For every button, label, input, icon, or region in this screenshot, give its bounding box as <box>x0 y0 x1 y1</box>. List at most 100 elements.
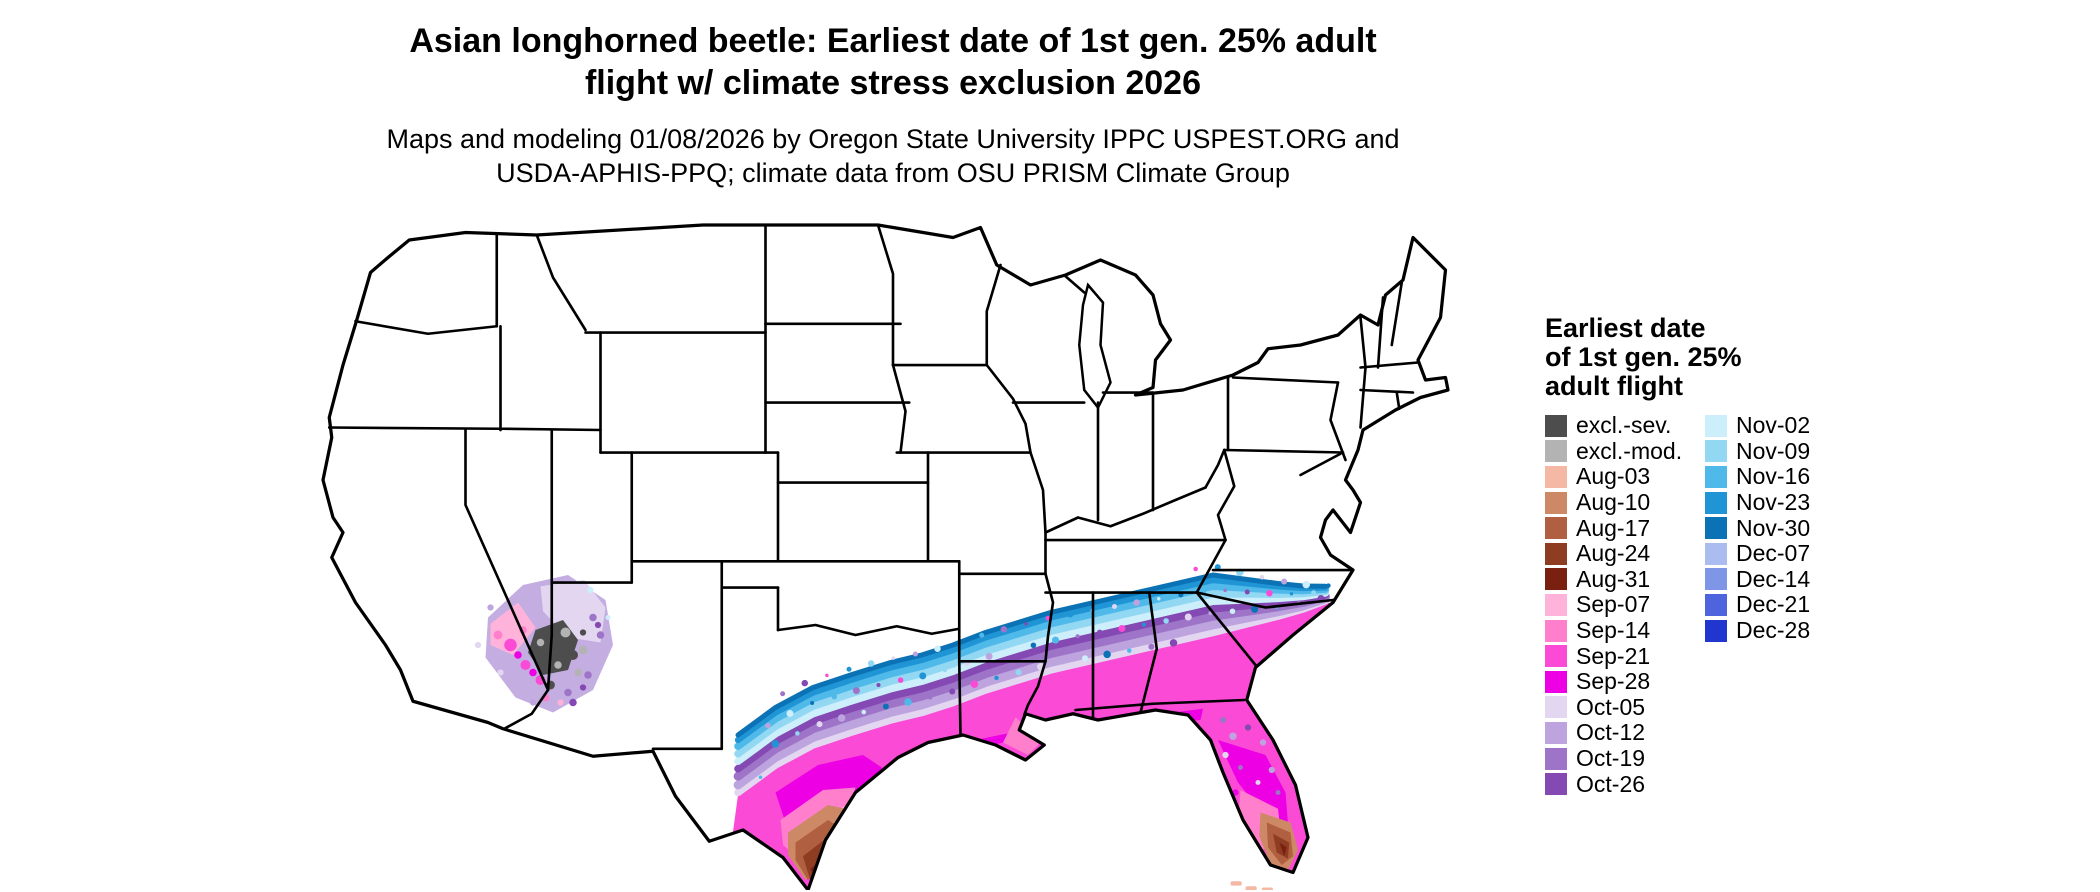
legend-column-1: excl.-sev. excl.-mod. Aug-03 Aug-10 Aug-17 Au… <box>1545 412 1705 797</box>
legend-swatch-Aug-31 <box>1545 568 1567 591</box>
az-pink <box>490 602 536 655</box>
conus-landmass <box>323 225 1448 890</box>
legend-label: Sep-07 <box>1576 591 1651 618</box>
legend-swatch-excl.-sev. <box>1545 414 1567 437</box>
legend-swatch-Nov-30 <box>1705 517 1727 540</box>
legend-swatch-Sep-21 <box>1545 645 1567 668</box>
legend-label: Nov-16 <box>1736 463 1811 490</box>
legend-row: Oct-26 <box>1545 771 1705 797</box>
legend-row: Nov-02 <box>1705 412 1865 439</box>
legend-label: excl.-sev. <box>1576 412 1672 439</box>
legend-swatch-Aug-10 <box>1545 491 1567 514</box>
legend-row: excl.-sev. <box>1545 412 1705 439</box>
legend-row: Sep-28 <box>1545 668 1705 695</box>
legend-label: Oct-12 <box>1576 719 1646 746</box>
legend-label: Dec-07 <box>1736 540 1811 567</box>
legend-swatch-Dec-07 <box>1705 542 1727 565</box>
legend-swatch-excl.-mod. <box>1545 440 1567 463</box>
legend-row: Sep-14 <box>1545 617 1705 644</box>
legend-row: Oct-05 <box>1545 693 1705 721</box>
arizona-cluster <box>474 575 613 713</box>
legend-row: excl.-mod. <box>1545 437 1705 465</box>
subtitle-line-1: Maps and modeling 01/08/2026 by Oregon S… <box>386 124 1400 154</box>
legend-label: Sep-21 <box>1576 642 1651 669</box>
legend-swatch-Nov-16 <box>1705 465 1727 488</box>
band-Nov-09 <box>734 587 1330 758</box>
legend-row: Nov-16 <box>1705 463 1865 490</box>
state-borders <box>327 223 1420 751</box>
legend-row: Aug-17 <box>1545 515 1705 541</box>
legend-swatch-Sep-28 <box>1545 670 1567 693</box>
title-line-1: Asian longhorned beetle: Earliest date o… <box>409 22 1377 60</box>
legend-columns: excl.-sev. excl.-mod. Aug-03 Aug-10 Aug-17 Au… <box>1545 412 1975 797</box>
legend-swatch-Nov-02 <box>1705 414 1727 437</box>
legend-label: Nov-23 <box>1736 489 1811 516</box>
us-map <box>321 223 1450 890</box>
legend-row: Oct-12 <box>1545 719 1705 746</box>
legend-swatch-Aug-24 <box>1545 542 1567 565</box>
band-Nov-02 <box>734 589 1330 765</box>
legend-swatch-Nov-23 <box>1705 491 1727 514</box>
legend-label: Aug-17 <box>1576 514 1651 541</box>
florida-speckles <box>1214 716 1281 806</box>
legend-row: Aug-10 <box>1545 489 1705 516</box>
legend-label: Aug-10 <box>1576 489 1651 516</box>
legend-swatch-Sep-07 <box>1545 593 1567 616</box>
legend-label: Dec-28 <box>1736 617 1811 644</box>
legend-swatch-Oct-12 <box>1545 721 1567 744</box>
band-Oct-26 <box>734 591 1330 773</box>
legend-swatch-Dec-14 <box>1705 568 1727 591</box>
band-Oct-05 <box>734 596 1330 797</box>
legend-label: Aug-03 <box>1576 463 1651 490</box>
legend-label: Nov-30 <box>1736 514 1811 541</box>
legend-title-line-2: of 1st gen. 25% <box>1545 342 1742 372</box>
legend-swatch-Dec-21 <box>1705 593 1727 616</box>
legend-column-2: Nov-02 Nov-09 Nov-16 Nov-23 Nov-30 Dec-07 Dec-… <box>1705 412 1865 797</box>
legend-label: Sep-14 <box>1576 617 1651 644</box>
legend-row: Sep-07 <box>1545 591 1705 618</box>
legend-swatch-Oct-05 <box>1545 696 1567 719</box>
legend-row: Nov-30 <box>1705 515 1865 541</box>
region-sep07 <box>833 795 1286 865</box>
legend-row: Dec-28 <box>1705 617 1865 644</box>
legend-row: Dec-07 <box>1705 540 1865 567</box>
band-Oct-12 <box>733 594 1330 790</box>
legend-row: Aug-24 <box>1545 540 1705 567</box>
conus-outline <box>321 223 1450 890</box>
page-subtitle: Maps and modeling 01/08/2026 by Oregon S… <box>0 122 1786 190</box>
date-speckles <box>758 564 1331 779</box>
legend-label: Nov-02 <box>1736 412 1811 439</box>
band-Oct-19 <box>733 592 1330 781</box>
legend-row: Aug-03 <box>1545 463 1705 490</box>
legend-row: Aug-31 <box>1545 566 1705 593</box>
subtitle-line-2: USDA-APHIS-PPQ; climate data from OSU PR… <box>496 158 1290 188</box>
legend-title-line-1: Earliest date <box>1545 313 1706 343</box>
legend-label: excl.-mod. <box>1576 437 1683 464</box>
legend-row: Oct-19 <box>1545 745 1705 772</box>
title-line-2: flight w/ climate stress exclusion 2026 <box>584 64 1202 102</box>
legend-row: Dec-21 <box>1705 591 1865 618</box>
legend-label: Oct-19 <box>1576 745 1646 772</box>
legend-row: Nov-23 <box>1705 489 1865 516</box>
legend-swatch-Dec-28 <box>1705 619 1727 642</box>
legend-label: Sep-28 <box>1576 668 1651 695</box>
region-aug31 <box>810 842 1287 882</box>
legend-swatch-Sep-14 <box>1545 619 1567 642</box>
legend-label: Oct-05 <box>1576 693 1646 720</box>
legend-swatch-Oct-19 <box>1545 747 1567 770</box>
legend-label: Oct-26 <box>1576 770 1646 797</box>
page-title: Asian longhorned beetle: Earliest date o… <box>0 20 1786 104</box>
florida-keys <box>1230 881 1273 890</box>
region-aug17 <box>795 820 1293 880</box>
legend-row: Dec-14 <box>1705 565 1865 593</box>
region-aug10 <box>788 805 1298 880</box>
legend-row: Nov-09 <box>1705 437 1865 465</box>
region-sep14 <box>780 717 1282 868</box>
legend-swatch-Oct-26 <box>1545 773 1567 796</box>
legend-swatch-Aug-17 <box>1545 517 1567 540</box>
legend-row: Sep-21 <box>1545 643 1705 669</box>
legend-swatch-Aug-03 <box>1545 465 1567 488</box>
legend-label: Nov-09 <box>1736 437 1811 464</box>
legend-swatch-Nov-09 <box>1705 440 1727 463</box>
legend-label: Dec-14 <box>1736 565 1811 592</box>
